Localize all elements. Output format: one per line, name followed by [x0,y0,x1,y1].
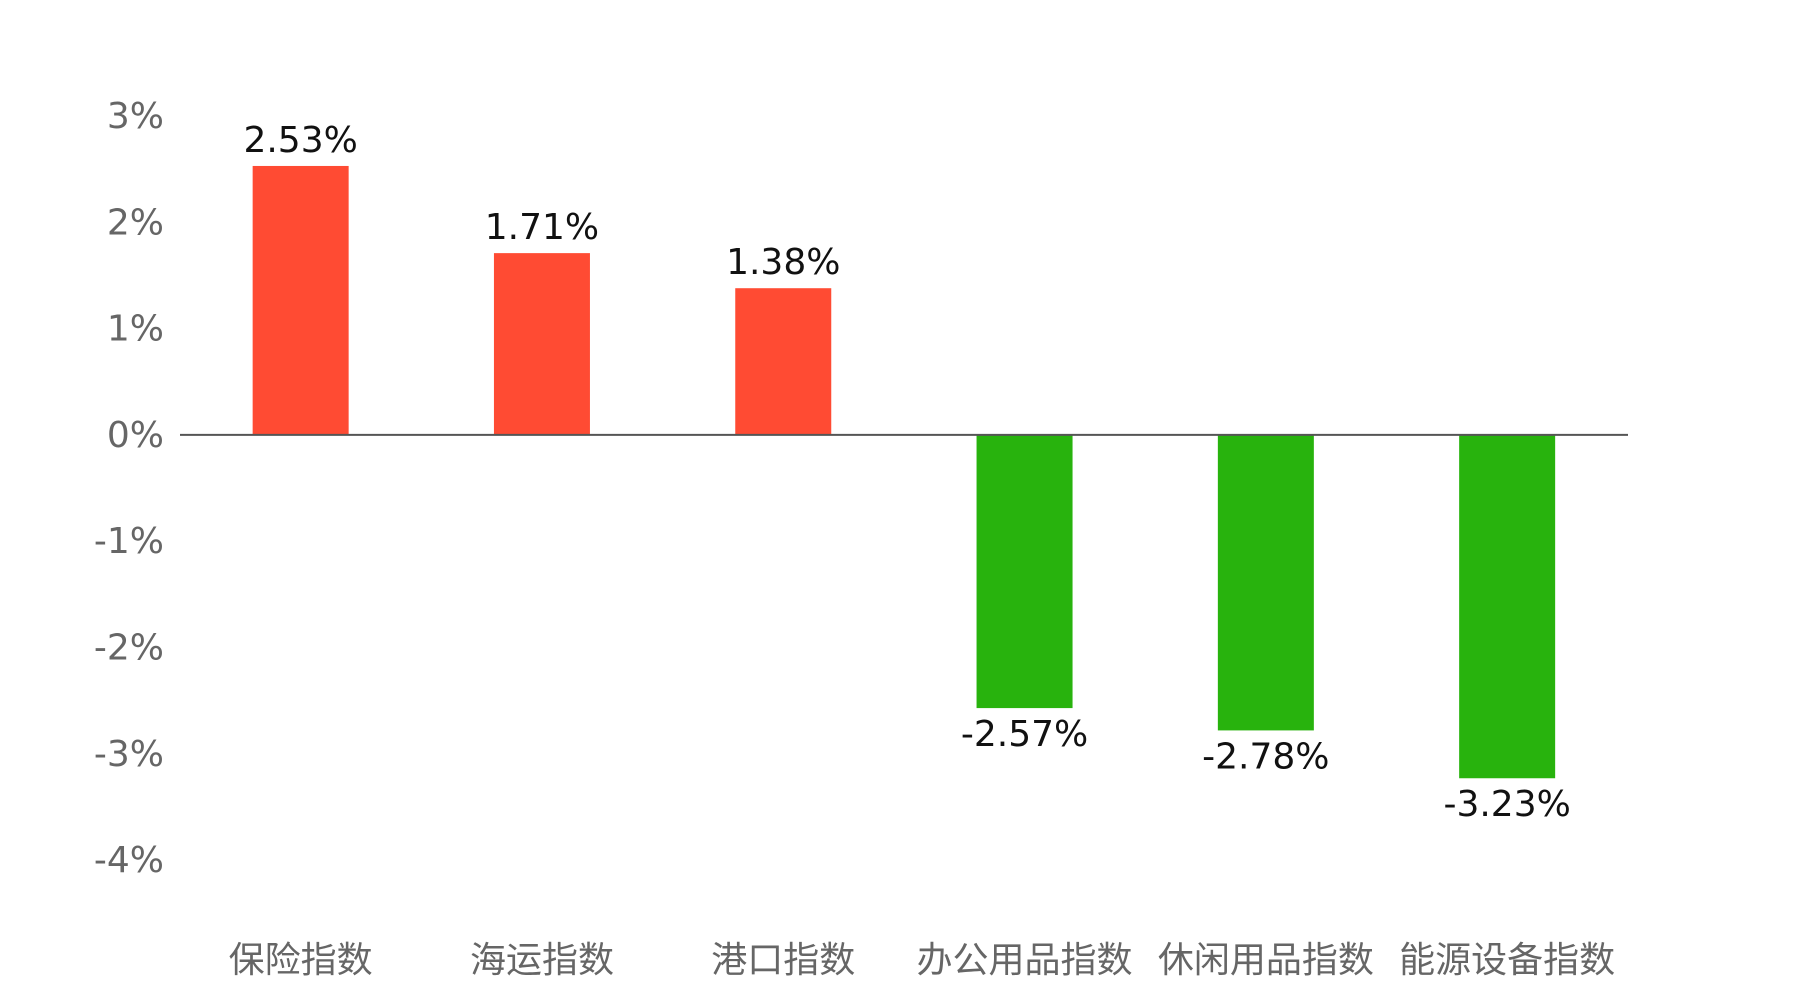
data-label: -2.78% [1202,736,1329,777]
data-labels: 2.53% 1.71% 1.38% -2.57% -2.78% -3.23% [243,120,1570,825]
x-tick-label: 保险指数 [229,940,373,981]
x-tick-label: 能源设备指数 [1399,940,1615,981]
bar [252,165,349,435]
y-axis: 3% 2% 1% 0% -1% -2% -3% -4% [94,96,164,881]
x-tick-label: 休闲用品指数 [1158,940,1374,981]
y-tick-label: 2% [107,202,164,243]
bar [493,253,590,435]
data-label: -2.57% [961,714,1088,755]
bar [1217,434,1314,731]
data-label: 1.71% [485,207,599,248]
x-tick-label: 办公用品指数 [917,940,1133,981]
bar [735,288,832,435]
bar [976,434,1073,709]
bar [1459,434,1556,779]
x-tick-label: 港口指数 [711,940,855,981]
y-tick-label: -1% [94,521,164,562]
data-label: 2.53% [243,120,357,161]
x-tick-label: 海运指数 [470,940,614,981]
data-label: 1.38% [726,242,840,283]
bars [252,165,1556,779]
y-tick-label: 0% [107,415,164,456]
y-tick-label: -4% [94,840,164,881]
x-axis: 保险指数 海运指数 港口指数 办公用品指数 休闲用品指数 能源设备指数 [229,940,1616,981]
y-tick-label: -2% [94,628,164,669]
y-tick-label: 1% [107,309,164,350]
y-tick-label: -3% [94,734,164,775]
data-label: -3.23% [1443,784,1570,825]
y-tick-label: 3% [107,96,164,137]
